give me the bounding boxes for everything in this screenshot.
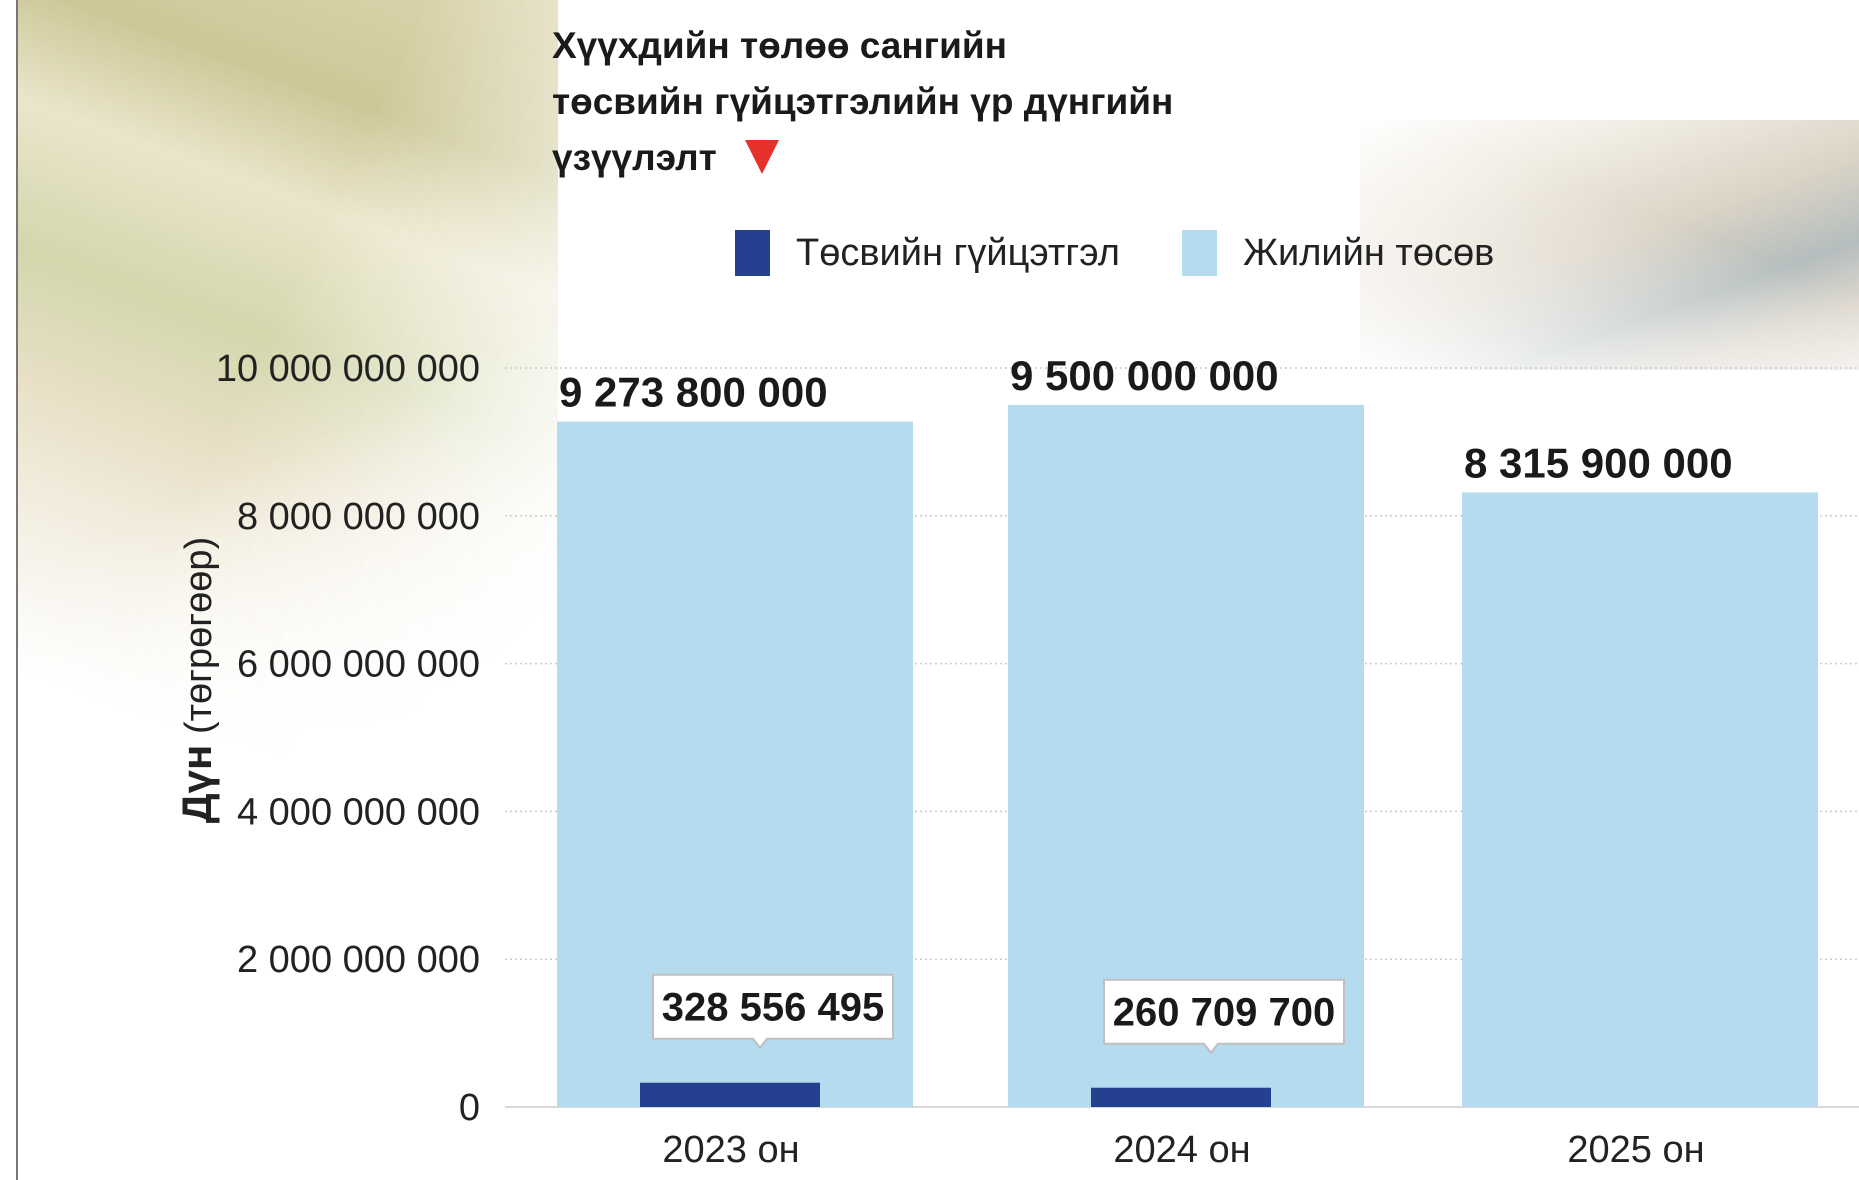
- y-axis-ticks: 0 2 000 000 000 4 000 000 000 6 000 000 000…: [216, 348, 480, 1129]
- y-tick-label: 6 000 000 000: [237, 644, 480, 686]
- data-label-execution: 260 709 700: [1113, 991, 1335, 1035]
- y-tick-label: 8 000 000 000: [237, 496, 480, 538]
- legend-item-execution: Төсвийн гүйцэтгэл: [735, 230, 1120, 276]
- data-labels: 9 273 800 000 328 556 495 9 500 000 000 260…: [559, 352, 1733, 1055]
- data-label-execution: 328 556 495: [662, 986, 884, 1030]
- legend-swatch-execution: [735, 230, 770, 276]
- legend-item-budget: Жилийн төсөв: [1181, 230, 1495, 276]
- banknote-background-image-right: [1360, 120, 1859, 370]
- legend-label-execution: Төсвийн гүйцэтгэл: [796, 231, 1120, 274]
- x-tick-label: 2023 он: [662, 1129, 799, 1171]
- x-tick-label: 2025 он: [1567, 1129, 1704, 1171]
- data-label-budget: 9 273 800 000: [559, 369, 828, 416]
- bar-execution: [1091, 1087, 1271, 1107]
- left-border-rule: [16, 0, 18, 1180]
- data-label-budget: 8 315 900 000: [1464, 439, 1733, 486]
- callout-box: [1103, 978, 1345, 1055]
- chart-title-line-1: Хүүхдийн төлөө сангийн: [552, 25, 1007, 66]
- legend-swatch-budget: [1181, 230, 1217, 276]
- legend-label-budget: Жилийн төсөв: [1242, 231, 1495, 274]
- chart-title: Хүүхдийн төлөө сангийн төсвийн гүйцэтгэл…: [552, 18, 1192, 186]
- callout-box: [652, 973, 894, 1050]
- chart-title-line-3-text: үзүүлэлт: [552, 137, 717, 178]
- bar-execution: [640, 1082, 820, 1107]
- x-tick-label: 2024 он: [1113, 1129, 1250, 1171]
- data-label-budget: 9 500 000 000: [1010, 352, 1279, 399]
- y-tick-label: 4 000 000 000: [237, 791, 480, 833]
- chart-title-line-3: үзүүлэлт: [552, 130, 1192, 186]
- y-tick-label: 0: [459, 1087, 480, 1129]
- y-tick-label: 2 000 000 000: [237, 939, 480, 981]
- y-tick-label: 10 000 000 000: [216, 348, 480, 390]
- red-triangle-marker-icon: [744, 140, 779, 174]
- bar-budget: [1462, 492, 1818, 1108]
- chart-legend: Төсвийн гүйцэтгэл Жилийн төсөв: [735, 228, 1556, 278]
- x-axis-ticks: 2023 он 2024 он 2025 он: [662, 1129, 1704, 1171]
- banknote-background-image-left: [18, 0, 558, 790]
- chart-title-line-2: төсвийн гүйцэтгэлийн үр дүнгийн: [552, 81, 1174, 122]
